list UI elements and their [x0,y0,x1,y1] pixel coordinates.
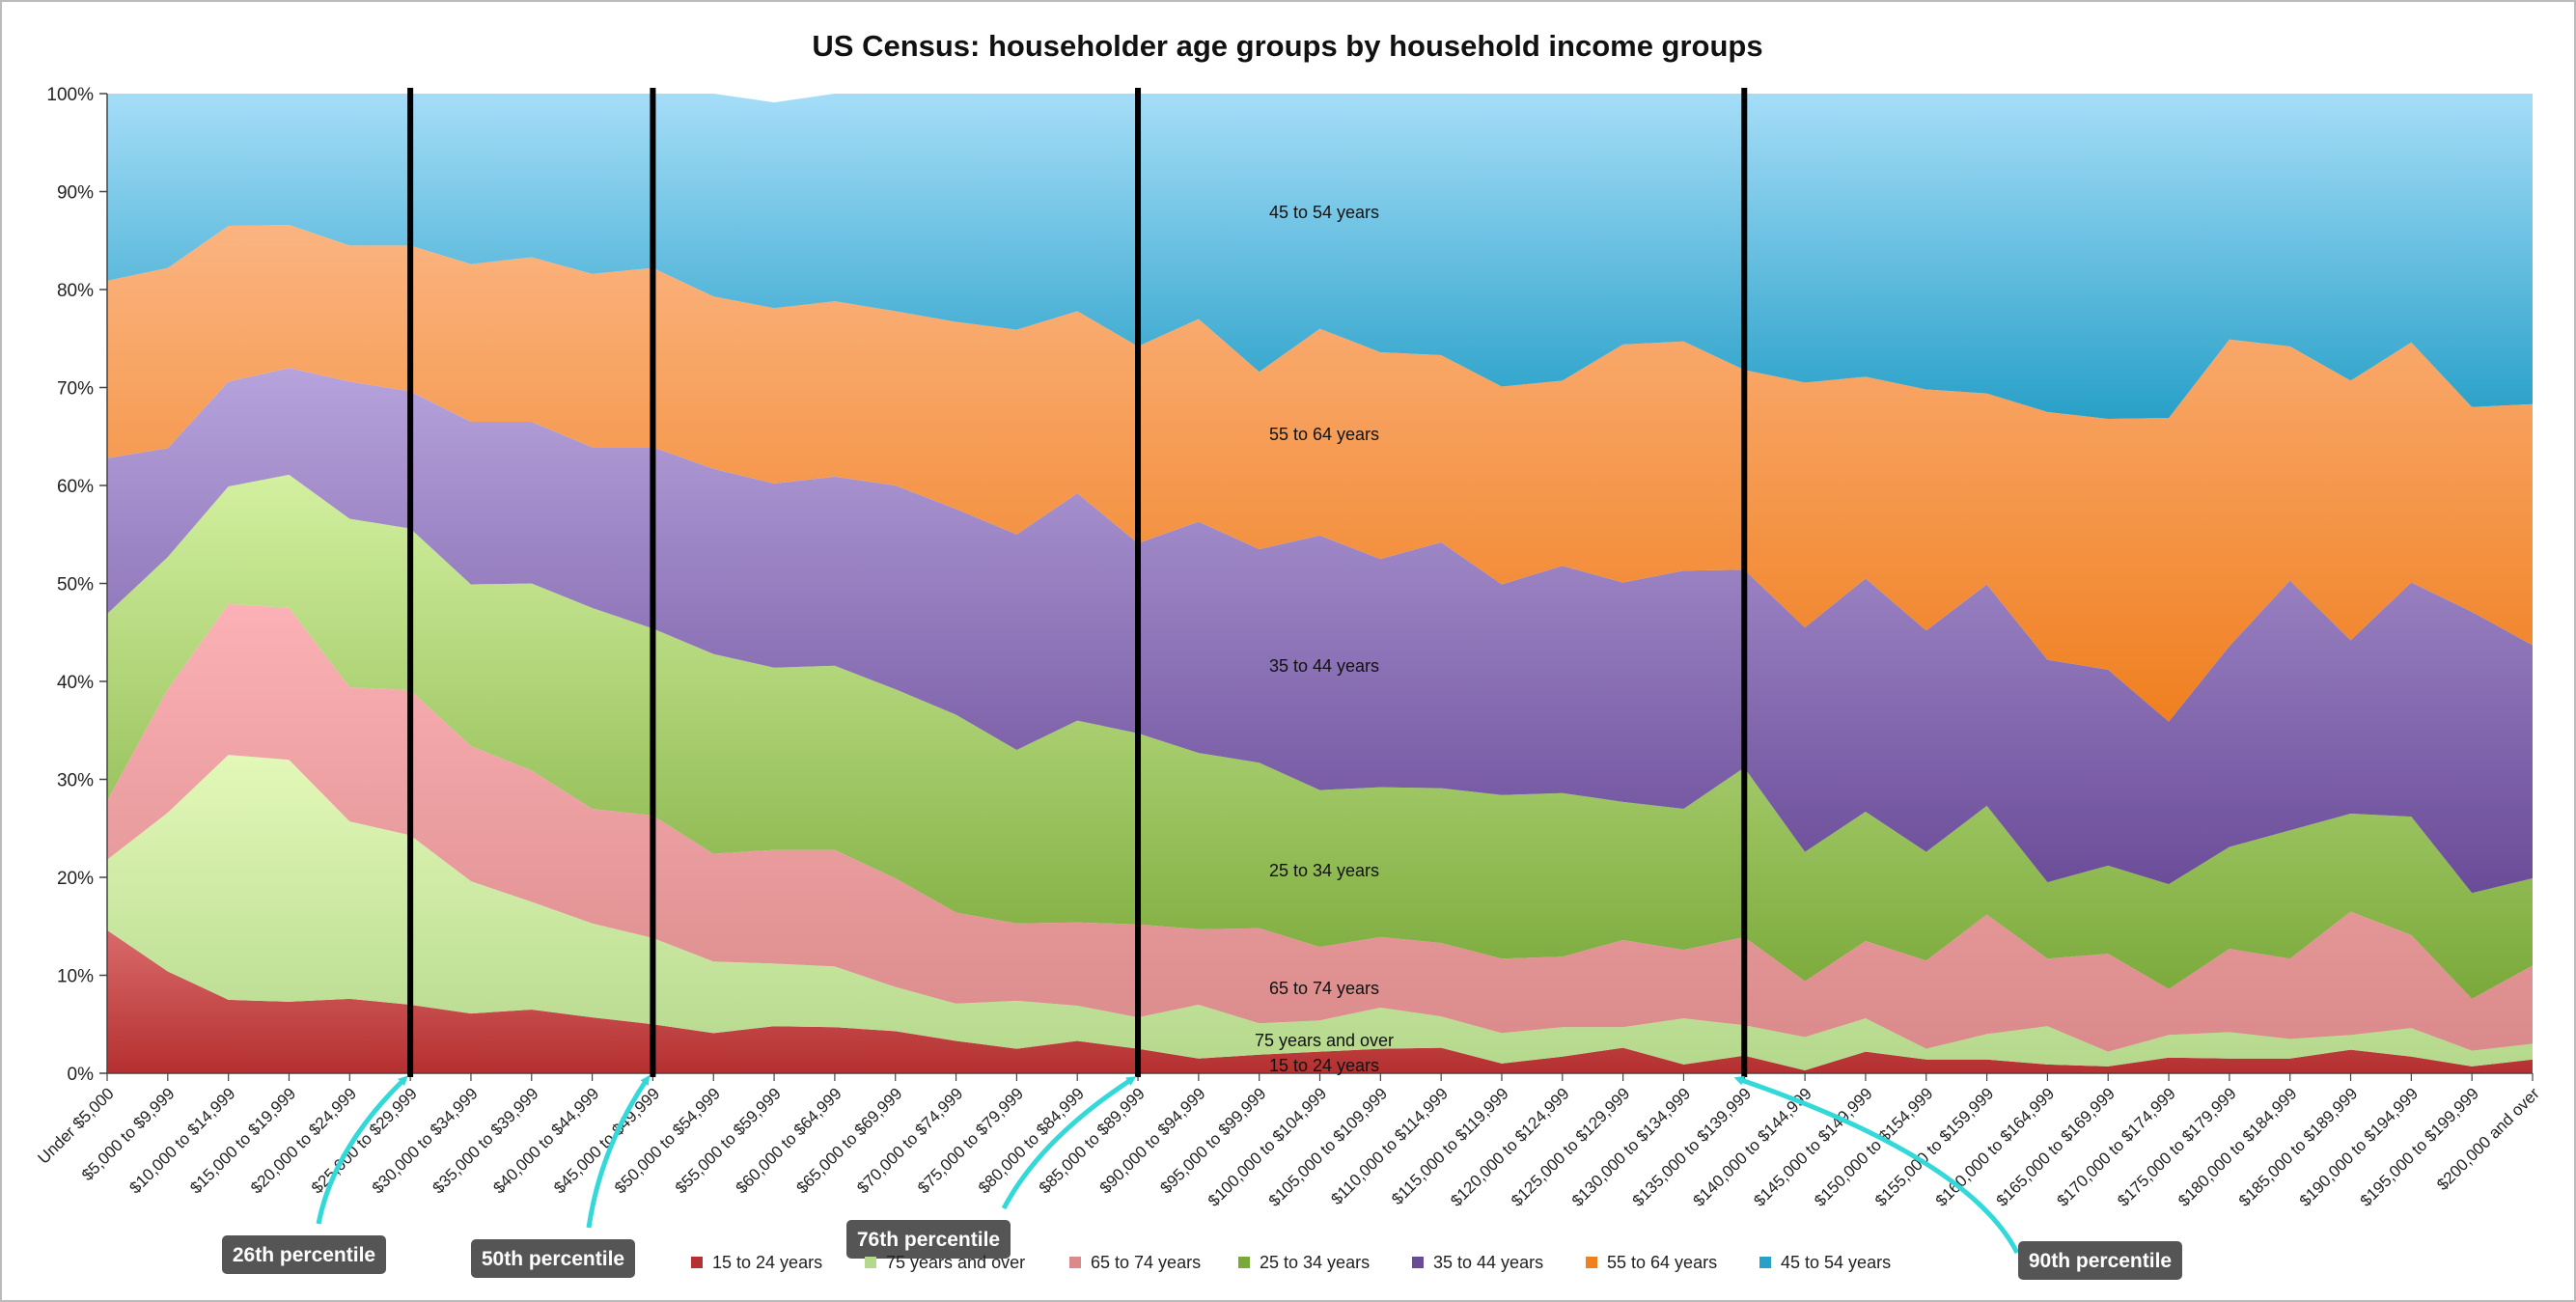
chart-title: US Census: householder age groups by hou… [812,29,1762,63]
inline-labels-group: 45 to 54 years 55 to 64 years 35 to 44 yea… [1255,203,1394,1075]
percentile-arrow [316,1075,408,1225]
y-tick-label: 20% [57,869,94,889]
percentile-callout-box [471,1239,635,1278]
percentile-callout-label: 26th percentile [233,1244,375,1266]
y-tick-label: 50% [57,575,94,596]
percentile-callout-label: 76th percentile [857,1229,1000,1251]
percentile-callout-box [846,1220,1011,1259]
area-series-65-to-74-years [107,603,2533,1052]
legend-swatch-65-to-74-years [1069,1257,1081,1268]
legend-swatch-35-to-44-years [1412,1257,1424,1268]
percentile-callout-label: 50th percentile [482,1248,624,1270]
percentile-callout-box [2018,1241,2182,1280]
y-tick-label: 0% [68,1065,95,1085]
inline-label-15-to-24-years: 15 to 24 years [1269,1056,1379,1075]
area-series-55-to-64-years [107,225,2533,722]
area-series-45-to-54-years [107,94,2533,419]
y-tick-label: 90% [57,183,94,204]
y-tick-label: 10% [57,967,94,987]
legend-label-35-to-44-years: 35 to 44 years [1433,1253,1543,1272]
y-tick-label: 100% [46,85,94,105]
inline-label-65-to-74-years: 65 to 74 years [1269,979,1379,998]
percentile-arrow [1001,1076,1137,1210]
inline-label-35-to-44-years: 35 to 44 years [1269,656,1379,676]
percentile-callout-label: 90th percentile [2029,1250,2172,1272]
percentile-callout-box [222,1235,386,1274]
legend-swatch-15-to-24-years [691,1257,703,1268]
legend-label-25-to-34-years: 25 to 34 years [1260,1253,1370,1272]
y-tick-label: 70% [57,379,94,400]
y-tick-label: 30% [57,771,94,791]
y-tick-label: 60% [57,477,94,497]
area-series-15-to-24-years [107,929,2533,1073]
legend-swatch-45-to-54-years [1759,1257,1771,1268]
area-series-75-years-and-over [107,755,2533,1070]
inline-label-55-to-64-years: 55 to 64 years [1269,425,1379,444]
area-series-25-to-34-years [107,474,2533,999]
legend: 15 to 24 years 75 years and over 65 to 74 … [691,1253,1891,1272]
legend-label-75-years-and-over: 75 years and over [886,1253,1025,1272]
legend-label-45-to-54-years: 45 to 54 years [1781,1253,1891,1272]
inline-label-75-years-and-over: 75 years and over [1255,1031,1394,1050]
inline-label-45-to-54-years: 45 to 54 years [1269,203,1379,222]
inline-label-25-to-34-years: 25 to 34 years [1269,861,1379,880]
y-tick-label: 40% [57,673,94,693]
percentile-arrow [586,1074,651,1229]
area-series-35-to-44-years [107,368,2533,894]
legend-label-55-to-64-years: 55 to 64 years [1607,1253,1717,1272]
legend-label-65-to-74-years: 65 to 74 years [1091,1253,1201,1272]
legend-swatch-25-to-34-years [1238,1257,1250,1268]
percentile-markers-group: 26th percentile 50th percentile 76th perce… [222,88,2182,1280]
area-series-group [107,94,2533,1073]
legend-label-15-to-24-years: 15 to 24 years [712,1253,822,1272]
y-tick-label: 80% [57,281,94,301]
legend-swatch-55-to-64-years [1586,1257,1597,1268]
percentile-arrow [1733,1075,2020,1255]
legend-swatch-75-years-and-over [865,1257,876,1268]
